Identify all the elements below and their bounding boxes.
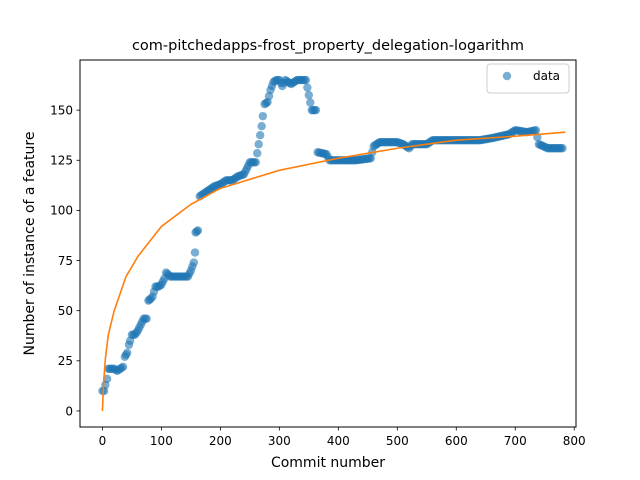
y-tick-label: 0 bbox=[65, 404, 73, 418]
data-point bbox=[142, 314, 151, 323]
axes-frame bbox=[79, 59, 577, 428]
data-point bbox=[303, 83, 312, 92]
x-axis-label: Commit number bbox=[271, 455, 385, 471]
x-tick-label: 100 bbox=[150, 434, 173, 448]
data-point bbox=[122, 348, 132, 357]
y-tick-label: 100 bbox=[50, 204, 73, 218]
legend-box bbox=[486, 63, 570, 94]
y-tick-label: 50 bbox=[58, 304, 73, 318]
data-point bbox=[255, 131, 265, 140]
x-axis: 0 100 200 300 400 500 600 700 800 bbox=[99, 427, 586, 448]
data-point bbox=[311, 105, 321, 115]
x-tick-label: 200 bbox=[209, 434, 232, 448]
data-point bbox=[558, 144, 567, 153]
x-tick-label: 700 bbox=[504, 434, 527, 448]
y-tick-label: 125 bbox=[50, 154, 73, 168]
x-tick-label: 500 bbox=[386, 434, 409, 448]
legend: data bbox=[486, 63, 570, 94]
data-point bbox=[304, 90, 314, 100]
data-point bbox=[254, 140, 263, 149]
y-tick-label: 75 bbox=[58, 254, 73, 268]
y-axis: 0 25 50 75 100 125 150 bbox=[50, 103, 80, 418]
x-tick-label: 600 bbox=[445, 434, 468, 448]
data-point bbox=[118, 362, 128, 372]
y-tick-label: 150 bbox=[50, 103, 73, 117]
x-tick-label: 300 bbox=[268, 434, 291, 448]
data-point bbox=[102, 374, 112, 384]
data-point bbox=[257, 121, 266, 131]
data-point bbox=[189, 258, 199, 267]
x-tick-label: 400 bbox=[327, 434, 350, 448]
chart-marks bbox=[98, 75, 567, 411]
data-point bbox=[258, 111, 268, 121]
x-tick-label: 0 bbox=[99, 434, 107, 448]
data-point bbox=[301, 75, 311, 85]
data-point bbox=[306, 98, 315, 107]
y-axis-label: Number of instance of a feature bbox=[22, 132, 38, 356]
chart-title: com-pitchedapps-frost_property_delegatio… bbox=[132, 38, 524, 54]
data-point bbox=[253, 149, 262, 158]
data-point bbox=[190, 248, 200, 257]
legend-label-data: data bbox=[533, 69, 560, 83]
x-tick-label: 800 bbox=[563, 434, 586, 448]
fit-line bbox=[101, 131, 566, 411]
y-tick-label: 25 bbox=[58, 354, 73, 368]
data-point bbox=[531, 125, 541, 135]
data-point bbox=[193, 226, 203, 235]
data-point bbox=[251, 158, 260, 167]
legend-marker-data bbox=[502, 71, 512, 81]
